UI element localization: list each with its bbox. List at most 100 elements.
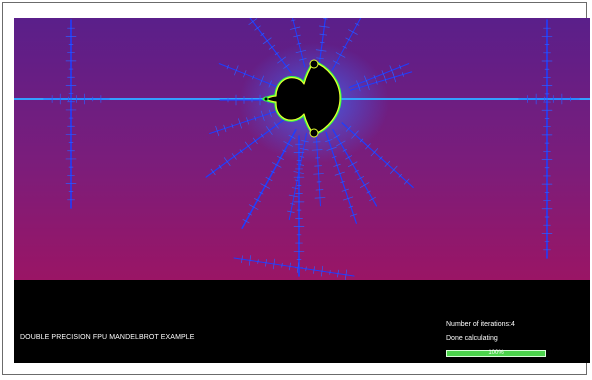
filament-hair: [296, 163, 305, 166]
iterations-label: Number of iterations:4: [446, 321, 515, 328]
filament-hair: [348, 205, 354, 208]
filament-hair: [296, 262, 300, 273]
filament-hair: [370, 148, 379, 157]
filament-hair: [259, 191, 264, 195]
filament-hair: [333, 163, 341, 167]
filament-hair: [333, 134, 341, 139]
filament-hair: [246, 117, 250, 125]
filament-hair: [242, 219, 250, 224]
filament-hair: [247, 212, 252, 216]
filament-hair: [313, 266, 315, 274]
filament-hair: [215, 125, 220, 137]
filament-hair: [288, 134, 296, 139]
filament-hair: [315, 49, 327, 52]
filament-hair: [314, 197, 326, 199]
filament-hair: [298, 147, 309, 151]
filament-hair: [335, 52, 346, 58]
filament-hair: [348, 161, 358, 168]
filament-hair: [265, 176, 273, 182]
filament-hair: [342, 149, 347, 152]
filament-hair: [332, 60, 340, 65]
filament-line: [205, 119, 285, 178]
filament-hair: [248, 255, 252, 266]
filament-line: [318, 18, 327, 67]
filament-hair: [349, 213, 358, 217]
filament-hair: [403, 178, 410, 185]
filament-hair: [313, 173, 324, 175]
filament-hair: [366, 190, 371, 194]
filament-hair: [259, 75, 264, 86]
filament-hair: [290, 203, 295, 205]
filament-hair: [282, 149, 287, 153]
filament-hair: [231, 153, 237, 160]
filament-hair: [243, 70, 247, 78]
filament-hair: [305, 266, 307, 272]
filament-hair: [257, 259, 259, 264]
filament-hair: [231, 123, 234, 129]
filament-hair: [293, 34, 301, 38]
filament-hair: [262, 37, 272, 45]
filament-hair: [345, 155, 353, 160]
filament-hair: [359, 138, 364, 143]
filament-hair: [355, 23, 360, 26]
filament-hair: [340, 180, 345, 183]
mandelbrot-set: [262, 59, 342, 138]
filament-hair: [392, 71, 396, 83]
filament-hair: [248, 204, 259, 210]
filament-hair: [398, 173, 402, 178]
filament-hair: [268, 80, 272, 88]
filament-hair: [277, 56, 286, 64]
filament-hair: [210, 168, 216, 176]
filament-hair: [252, 74, 255, 80]
filament-hair: [260, 110, 265, 121]
filament-hair: [241, 255, 243, 264]
filament-hair: [238, 118, 242, 129]
filament-hair: [319, 25, 330, 28]
demo-title: DOUBLE PRECISION FPU MANDELBROT EXAMPLE: [20, 334, 195, 341]
filament-hair: [399, 64, 402, 70]
filament-hair: [402, 72, 404, 77]
filament-hair: [283, 141, 293, 147]
filament-hair: [381, 70, 385, 78]
filament-line: [325, 131, 357, 224]
filament-hair: [357, 83, 361, 92]
filament-line: [233, 257, 355, 277]
progress-bar: 100%: [446, 350, 546, 357]
filament-hair: [266, 126, 273, 135]
filament-hair: [343, 196, 354, 201]
filament-hair: [357, 176, 365, 181]
filament-hair: [254, 198, 261, 203]
filament-hair: [248, 18, 258, 25]
filament-hair: [218, 164, 222, 169]
filament-hair: [365, 143, 371, 150]
filament-hair: [291, 187, 300, 190]
filament-hair: [390, 165, 398, 174]
filament-hair: [265, 258, 267, 267]
filament-hair: [369, 196, 376, 202]
filament-hair: [289, 262, 291, 271]
filament-hair: [260, 32, 265, 36]
filament-hair: [299, 58, 307, 61]
filament-hair: [320, 265, 324, 277]
filament-line: [209, 110, 279, 135]
filament-hair: [239, 149, 243, 154]
filament-hair: [252, 137, 258, 145]
filament-hair: [288, 194, 300, 198]
mandelbrot-viewer: DOUBLE PRECISION FPU MANDELBROT EXAMPLE …: [14, 18, 590, 363]
filament-hair: [260, 183, 270, 189]
filament-hair: [354, 169, 359, 173]
filament-hair: [283, 63, 290, 69]
filament-hair: [223, 157, 231, 166]
filament-hair: [299, 156, 305, 158]
filament-hair: [323, 18, 328, 20]
filament-hair: [359, 182, 370, 188]
filament-hair: [329, 270, 331, 275]
filament-hair: [301, 140, 309, 143]
filament-hair: [234, 65, 239, 76]
fractal-canvas[interactable]: [14, 18, 590, 280]
progress-fill: [447, 351, 545, 356]
filament-hair: [226, 64, 229, 70]
filament-hair: [254, 25, 261, 31]
filament-hair: [348, 29, 358, 35]
filament-hair: [342, 45, 347, 49]
